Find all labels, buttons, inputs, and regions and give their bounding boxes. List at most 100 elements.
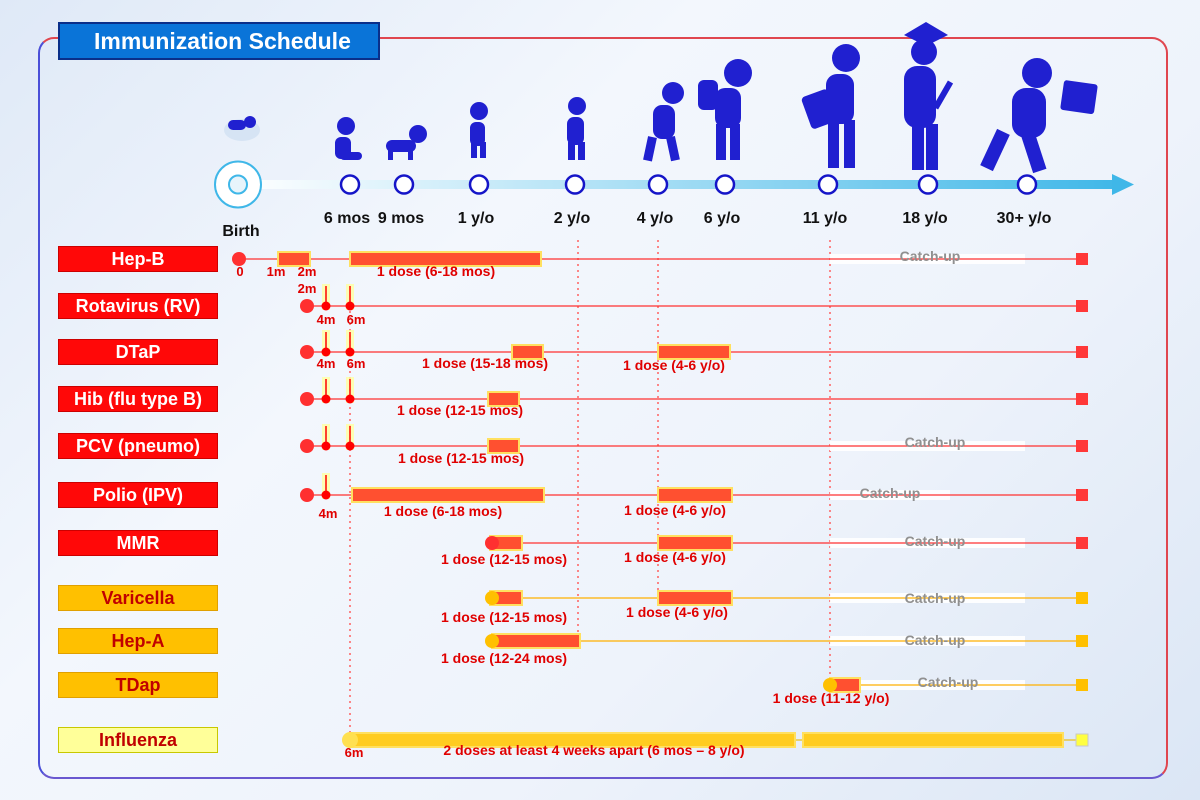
dose-dot <box>300 488 314 502</box>
dose-dot <box>300 345 314 359</box>
catchup-label: Catch-up <box>905 632 966 648</box>
catchup-label: Catch-up <box>905 434 966 450</box>
end-marker <box>1075 733 1089 747</box>
dose-bar <box>657 535 733 551</box>
walking-child-icon <box>643 82 684 162</box>
baby-icon <box>224 116 260 141</box>
dose-label: 1 dose (4-6 y/o) <box>626 604 728 620</box>
dose-dot <box>300 299 314 313</box>
dose-dot <box>345 441 355 451</box>
age-label: 30+ y/o <box>997 210 1052 227</box>
schedule-row-mmr: 1 dose (12-15 mos) 1 dose (4-6 y/o) Catch-… <box>441 533 1088 567</box>
dose-dot <box>321 394 331 404</box>
timeline-node <box>647 174 669 195</box>
dose-bar <box>657 487 733 503</box>
age-label: 9 mos <box>378 210 424 227</box>
vaccine-label: Varicella <box>58 585 218 611</box>
catchup-label: Catch-up <box>905 590 966 606</box>
timeline-node <box>564 174 586 195</box>
dose-bar <box>657 344 731 360</box>
dose-dot <box>345 394 355 404</box>
catchup-label: Catch-up <box>918 674 979 690</box>
age-mark: 4m <box>317 312 336 327</box>
vaccine-label: Polio (IPV) <box>58 482 218 508</box>
dose-dot <box>232 252 246 266</box>
schedule-row-varicella: 1 dose (12-15 mos) 1 dose (4-6 y/o) Catch-… <box>441 590 1088 625</box>
timeline-arrow-icon <box>1112 174 1134 195</box>
timeline-node <box>714 174 736 195</box>
end-marker <box>1076 346 1088 358</box>
age-label: 6 y/o <box>704 210 741 227</box>
dose-dot <box>321 490 331 500</box>
schedule-row-dtap: 4m 6m 1 dose (15-18 mos) 1 dose (4-6 y/o) <box>300 330 1088 373</box>
age-label: Birth <box>222 223 259 240</box>
schedule-row-hib-flu-type-b-: 1 dose (12-15 mos) <box>300 377 1088 418</box>
dose-bar <box>802 732 1064 748</box>
age-label: 4 y/o <box>637 210 674 227</box>
end-marker <box>1076 679 1088 691</box>
vaccine-label: Hep-B <box>58 246 218 272</box>
timeline-node <box>917 174 939 195</box>
end-marker <box>1076 300 1088 312</box>
timeline-node <box>1016 174 1038 195</box>
dose-dot <box>485 591 499 605</box>
graduate-icon <box>904 22 954 170</box>
dose-label: 1 dose (15-18 mos) <box>422 355 548 371</box>
age-label: 2 y/o <box>554 210 591 227</box>
timeline-bar <box>238 180 1123 189</box>
dose-dot <box>345 347 355 357</box>
dose-bar <box>491 633 581 649</box>
vaccine-label: Rotavirus (RV) <box>58 293 218 319</box>
page-title: Immunization Schedule <box>58 22 380 60</box>
age-mark: 2m <box>298 281 317 296</box>
dose-label: 1 dose (12-15 mos) <box>398 450 524 466</box>
schedule-row-influenza: 6m 2 doses at least 4 weeks apart (6 mos … <box>342 732 1089 760</box>
dose-label: 1 dose (12-15 mos) <box>397 402 523 418</box>
schedule-frame <box>38 37 1168 779</box>
schedule-row-pcv-pneumo-: 1 dose (12-15 mos) Catch-up <box>300 424 1088 466</box>
dose-label: 1 dose (4-6 y/o) <box>624 549 726 565</box>
dose-bar <box>349 251 542 267</box>
dose-bar <box>487 438 520 454</box>
catchup-label: Catch-up <box>860 485 921 501</box>
dose-label: 1 dose (6-18 mos) <box>384 503 502 519</box>
dose-bar <box>487 391 520 407</box>
dose-label: 1 dose (4-6 y/o) <box>623 357 725 373</box>
schedule-row-rotavirus-rv-: 2m 4m 6m <box>298 281 1088 327</box>
end-marker <box>1076 253 1088 265</box>
dose-label: 1 dose (6-18 mos) <box>377 263 495 279</box>
vaccine-label: DTaP <box>58 339 218 365</box>
dose-dot <box>485 536 499 550</box>
dose-dot <box>300 392 314 406</box>
dose-dot <box>321 347 331 357</box>
dose-dot <box>321 441 331 451</box>
dose-label: 1 dose (12-24 mos) <box>441 650 567 666</box>
dose-bar <box>657 590 733 606</box>
adult-briefcase-icon <box>980 58 1098 174</box>
age-label: 6 mos <box>324 210 370 227</box>
vaccine-label: PCV (pneumo) <box>58 433 218 459</box>
dose-label: 1 dose (12-15 mos) <box>441 609 567 625</box>
dose-dot <box>485 634 499 648</box>
schedule-row-polio-ipv-: 4m 1 dose (6-18 mos) 1 dose (4-6 y/o) Catch… <box>300 473 1088 521</box>
timeline-node <box>339 174 361 195</box>
schedule-row-tdap: 1 dose (11-12 y/o) Catch-up <box>773 674 1088 706</box>
age-label: 1 y/o <box>458 210 495 227</box>
teen-bag-icon <box>801 44 860 168</box>
age-mark: 6m <box>345 745 364 760</box>
child-icon <box>567 97 586 160</box>
end-marker <box>1076 393 1088 405</box>
age-mark: 0 <box>236 264 243 279</box>
timeline-node <box>468 174 490 195</box>
dose-label: 1 dose (11-12 y/o) <box>773 690 890 706</box>
age-mark: 2m <box>298 264 317 279</box>
dose-dot <box>321 301 331 311</box>
end-marker <box>1076 592 1088 604</box>
end-marker <box>1076 440 1088 452</box>
dose-bar <box>277 251 311 267</box>
toddler-icon <box>470 102 488 158</box>
dose-bar <box>351 487 545 503</box>
dose-label: 1 dose (4-6 y/o) <box>624 502 726 518</box>
end-marker <box>1076 635 1088 647</box>
